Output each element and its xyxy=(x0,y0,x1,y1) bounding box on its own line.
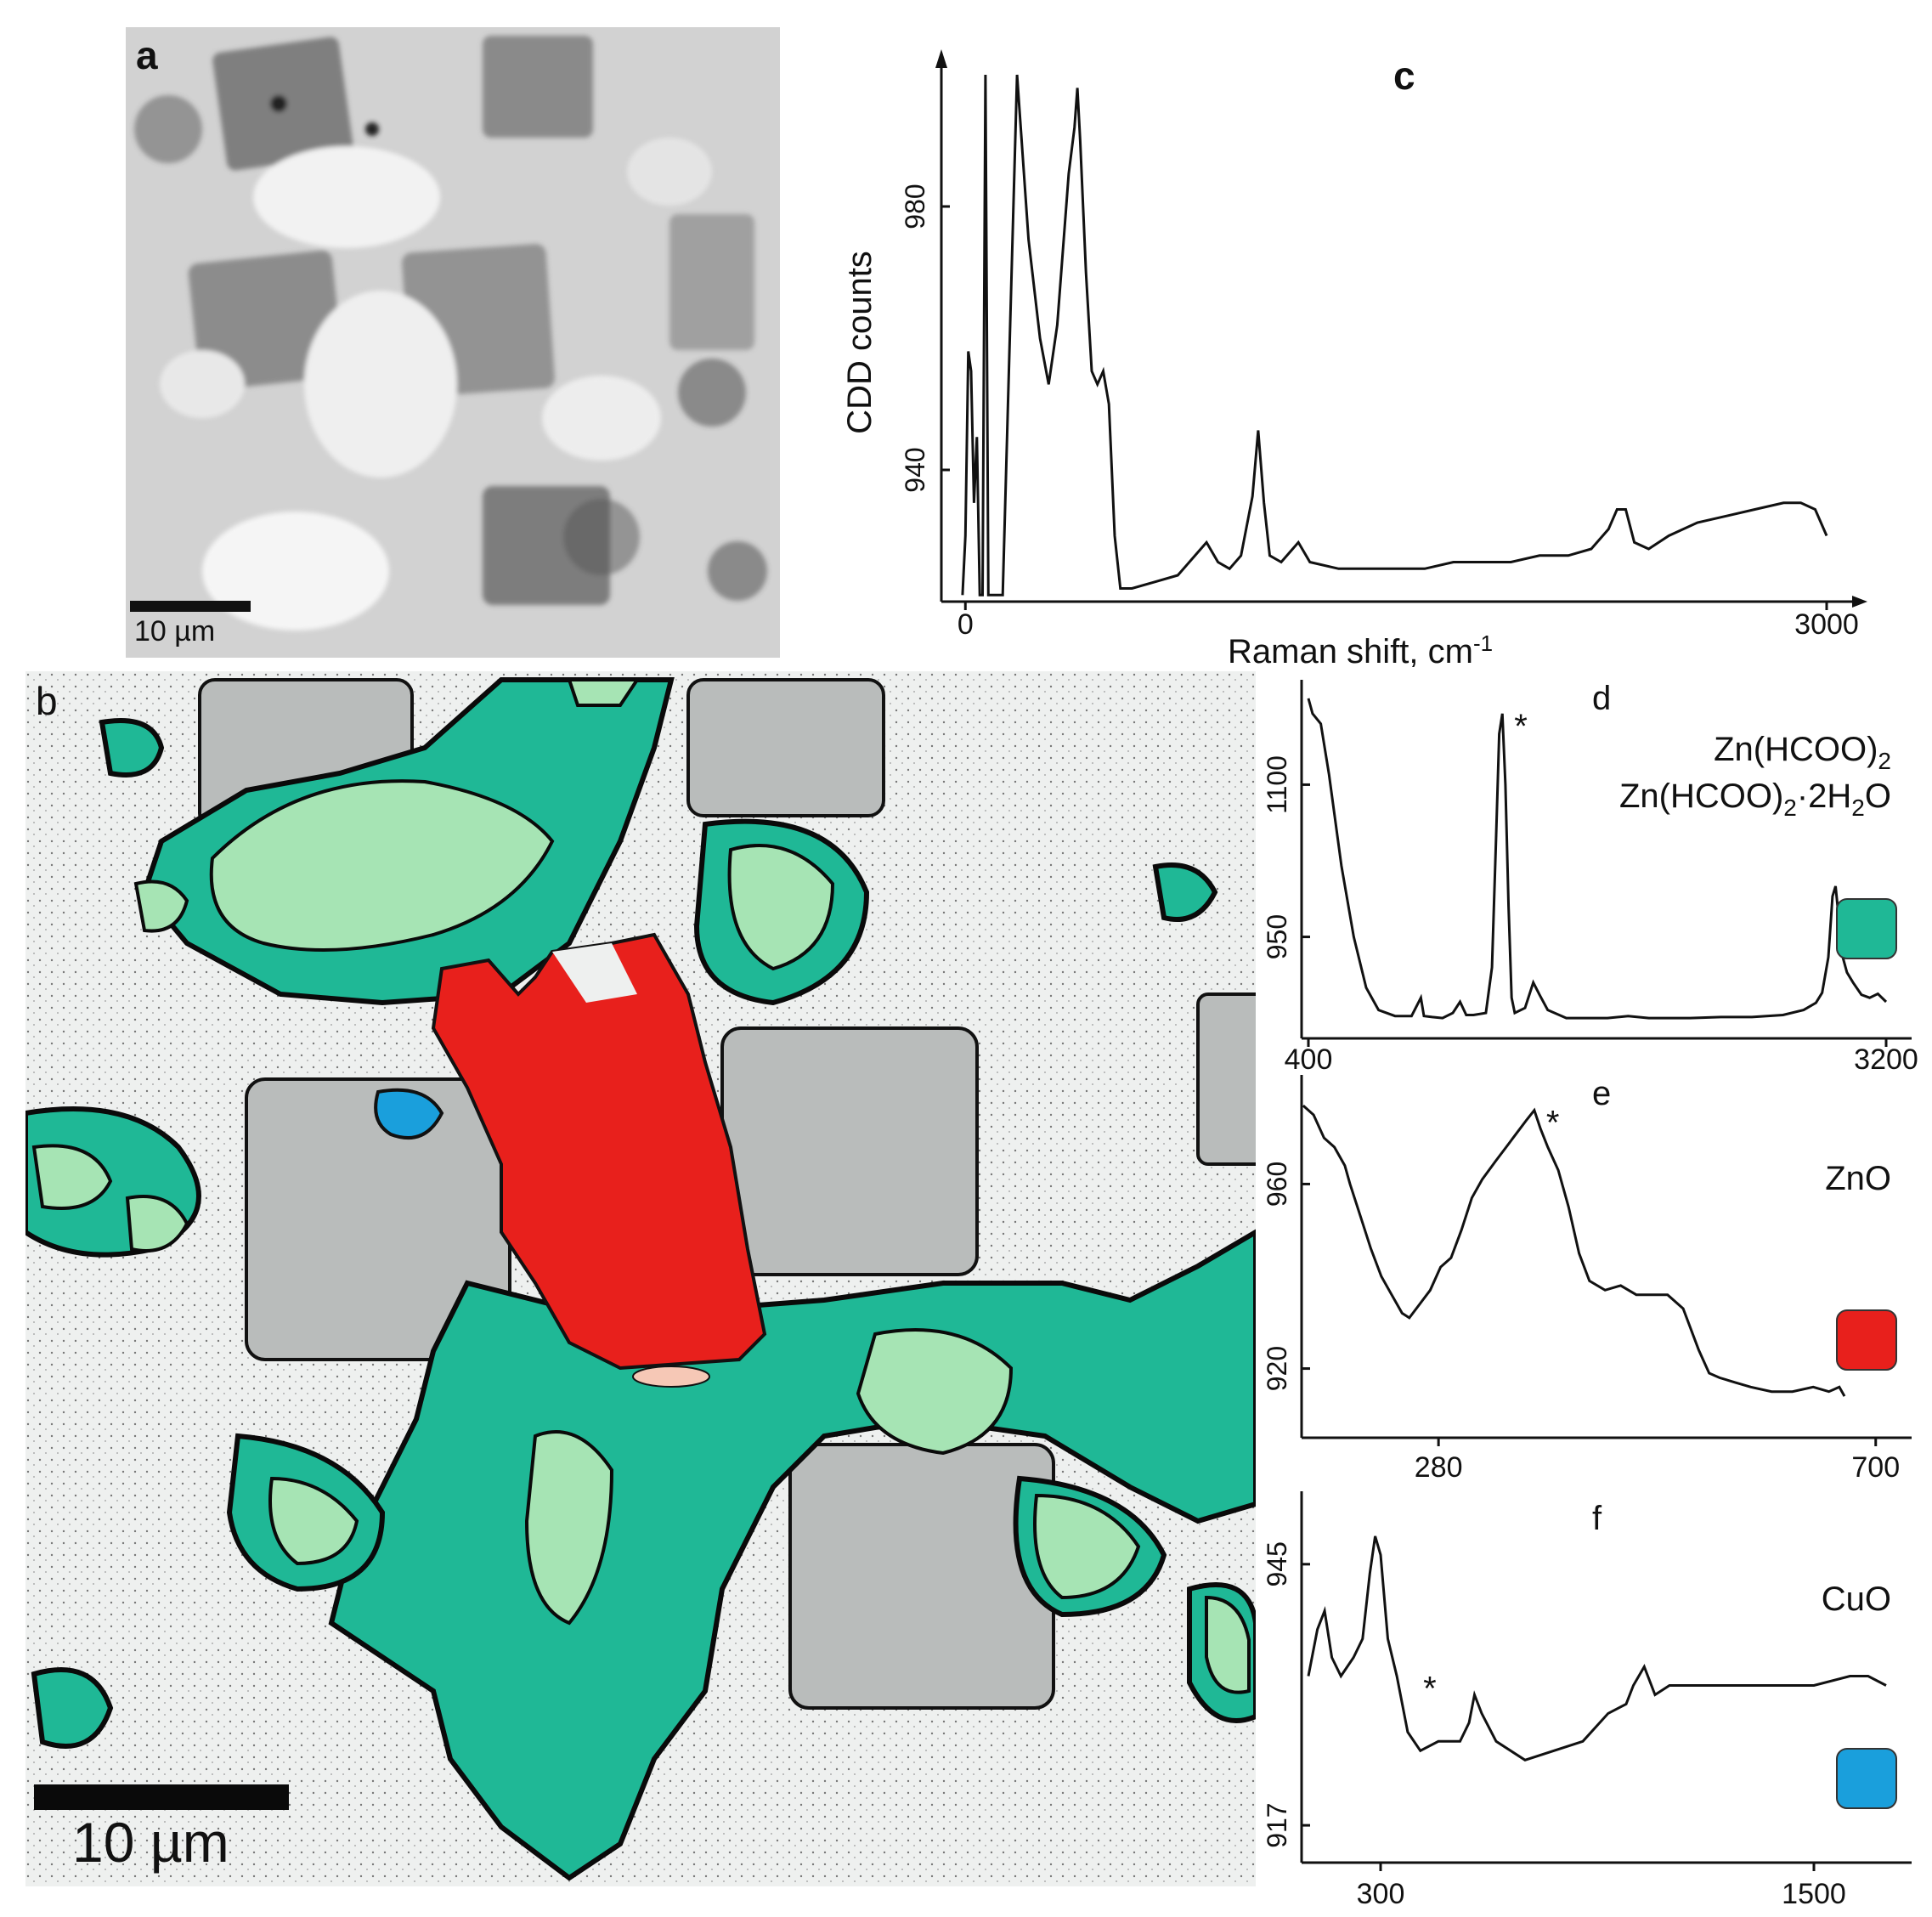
chart-c-y-tick-label: 980 xyxy=(900,184,930,229)
legend-d-swatch xyxy=(1836,898,1897,959)
raman-spectrum-f: 300 1500 917 945 * f CuO xyxy=(1257,1479,1932,1912)
legend-d-c2-sub2: 2 xyxy=(1851,795,1865,821)
chart-e-series-line xyxy=(1302,1104,1846,1397)
micrograph-panel-a: a 10 µm xyxy=(126,27,780,658)
chart-c-xlabel: Raman shift, cm-1 xyxy=(1228,631,1493,670)
chart-d-y-tick-label: 1100 xyxy=(1262,755,1292,814)
legend-f-swatch xyxy=(1836,1748,1897,1809)
chart-f-y-tick-label: 917 xyxy=(1262,1802,1292,1847)
scale-bar-b xyxy=(34,1784,289,1810)
raman-map-panel-b: b 10 µm xyxy=(23,671,1268,1886)
chart-f-panel-label: f xyxy=(1592,1500,1602,1537)
chart-e-x-tick-label: 280 xyxy=(1415,1451,1463,1479)
legend-d-c2-end: O xyxy=(1865,778,1891,815)
chart-c-y-arrow xyxy=(935,49,947,68)
legend-d-compound-2: Zn(HCOO)2·2H2O xyxy=(1619,778,1891,821)
scale-text-b: 10 µm xyxy=(72,1811,229,1874)
chart-c-x-arrow xyxy=(1852,596,1867,608)
chart-e-x-tick-label: 700 xyxy=(1851,1451,1900,1479)
legend-e-compound: ZnO xyxy=(1825,1160,1891,1197)
legend-f-compound: CuO xyxy=(1822,1581,1891,1618)
chart-c-panel-label: c xyxy=(1393,54,1415,98)
legend-d-c1-main: Zn(HCOO) xyxy=(1714,731,1878,768)
copper-oxide-region xyxy=(374,1088,444,1139)
raman-map-b-image xyxy=(23,671,1268,1886)
raman-spectrum-d: 400 3200 950 1100 * d Zn(HCOO)2 Zn(HCOO)2·2… xyxy=(1257,671,1932,1076)
chart-c-series-line xyxy=(961,74,1828,597)
chart-f-peak-star: * xyxy=(1423,1671,1437,1708)
legend-d-c1-sub: 2 xyxy=(1878,748,1891,774)
chart-e-svg: 280 700 920 960 * e ZnO xyxy=(1262,1075,1912,1484)
raman-spectrum-c: 0 3000 940 980 c CDD counts Raman shift, cm… xyxy=(833,17,1932,671)
chart-f-svg: 300 1500 917 945 * f CuO xyxy=(1262,1491,1912,1910)
chart-e-panel-label: e xyxy=(1592,1075,1611,1112)
scale-text-a: 10 µm xyxy=(134,615,216,647)
legend-d-c2-sub: 2 xyxy=(1783,795,1797,821)
chart-c-y-tick-label: 940 xyxy=(900,447,930,492)
chart-e-peak-star: * xyxy=(1546,1105,1560,1142)
chart-f-y-tick-label: 945 xyxy=(1262,1541,1292,1586)
chart-d-x-tick-label: 400 xyxy=(1285,1043,1333,1071)
scale-bar-a xyxy=(130,601,251,612)
chart-c-ylabel: CDD counts xyxy=(841,251,878,434)
chart-c-xlabel-sup: -1 xyxy=(1473,631,1493,656)
legend-d-compound-1: Zn(HCOO)2 xyxy=(1714,731,1891,774)
chart-d-y-tick-label: 950 xyxy=(1262,914,1292,959)
chart-f-series-line xyxy=(1307,1535,1887,1761)
legend-d-c2-main: Zn(HCOO) xyxy=(1619,778,1783,815)
chart-c-xlabel-main: Raman shift, cm xyxy=(1228,633,1473,670)
chart-d-panel-label: d xyxy=(1592,680,1611,717)
chart-d-series-line xyxy=(1307,698,1888,1020)
raman-spectrum-e: 280 700 920 960 * e ZnO xyxy=(1257,1071,1932,1484)
panel-label-b: b xyxy=(36,679,58,723)
chart-f-x-tick-label: 1500 xyxy=(1782,1878,1846,1910)
chart-e-y-tick-label: 960 xyxy=(1262,1162,1292,1207)
chart-c-x-tick-label: 3000 xyxy=(1794,608,1859,641)
chart-f-x-tick-label: 300 xyxy=(1357,1878,1405,1910)
panel-label-a: a xyxy=(136,33,158,77)
chart-d-x-tick-label: 3200 xyxy=(1854,1043,1918,1071)
chart-c-svg: 0 3000 940 980 c CDD counts Raman shift, cm… xyxy=(841,49,1867,670)
legend-e-swatch xyxy=(1836,1309,1897,1371)
chart-e-y-tick-label: 920 xyxy=(1262,1346,1292,1391)
micrograph-a-image xyxy=(126,27,780,658)
chart-c-x-tick-label: 0 xyxy=(958,608,974,641)
zinc-oxide-region xyxy=(431,932,767,1371)
legend-d-c2-tail: ·2H xyxy=(1797,778,1851,815)
chart-d-peak-star: * xyxy=(1514,708,1528,745)
